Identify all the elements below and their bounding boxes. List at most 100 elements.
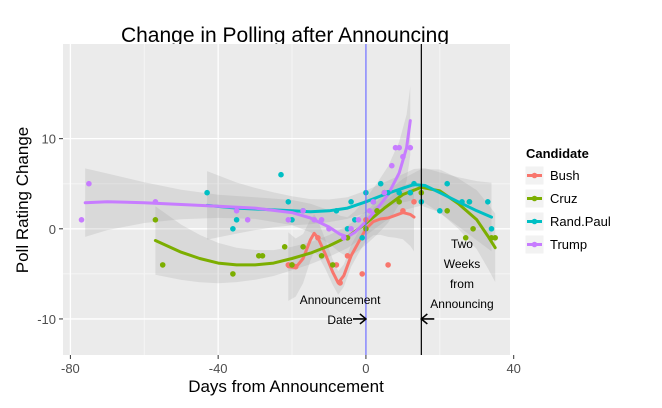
two-weeks-from-announcing-text: Weeks <box>444 257 480 271</box>
point-rand-paul <box>233 217 240 223</box>
smooth-bush <box>286 211 416 285</box>
x-tick-label: -40 <box>209 361 228 376</box>
point-trump <box>348 226 354 232</box>
grid-minor <box>63 44 510 355</box>
point-rand-paul <box>488 226 495 232</box>
point-rand-paul <box>407 189 414 196</box>
point-trump <box>300 208 306 214</box>
point-rand-paul <box>285 199 292 205</box>
legend-key-point <box>531 195 538 202</box>
point-trump <box>396 144 403 151</box>
point-rand-paul <box>485 199 491 205</box>
point-cruz <box>470 226 476 232</box>
point-cruz <box>159 262 166 268</box>
y-axis-ticks: -10 0 10 <box>37 132 63 327</box>
point-bush <box>385 262 391 268</box>
chart-title: Change in Polling after Announcing <box>121 24 449 47</box>
point-cruz <box>152 217 159 223</box>
plot-panel <box>63 44 510 355</box>
point-trump <box>407 144 414 151</box>
x-tick-label: 40 <box>506 361 520 376</box>
two-weeks-from-announcing-arrowhead <box>420 313 428 325</box>
legend-key-point <box>531 241 538 248</box>
band-trump <box>85 86 411 257</box>
point-cruz <box>329 262 336 268</box>
point-rand-paul <box>278 171 284 178</box>
point-trump <box>355 217 362 223</box>
point-cruz <box>259 253 266 259</box>
two-weeks-from-announcing-text: Announcing <box>430 297 493 311</box>
point-trump <box>341 235 347 241</box>
legend: Candidate Bush Cruz Rand.Paul Trump <box>524 146 611 255</box>
point-trump <box>370 199 377 205</box>
point-trump <box>400 153 406 160</box>
point-cruz <box>444 208 451 214</box>
legend-label-bush: Bush <box>550 168 580 183</box>
point-trump <box>326 226 332 232</box>
point-cruz <box>318 253 325 259</box>
point-rand-paul <box>359 235 366 241</box>
point-trump <box>381 189 388 196</box>
band-cruz <box>155 169 496 284</box>
point-bush <box>411 199 417 205</box>
point-rand-paul <box>437 208 443 214</box>
two-weeks-from-announcing-text: Two <box>451 237 473 251</box>
y-axis-title: Poll Rating Change <box>13 127 32 273</box>
point-trump <box>318 217 325 223</box>
point-trump <box>152 199 159 205</box>
point-cruz <box>300 244 306 250</box>
point-rand-paul <box>444 180 451 187</box>
point-cruz <box>374 208 380 214</box>
point-trump <box>86 180 92 187</box>
point-rand-paul <box>333 208 340 214</box>
point-rand-paul <box>377 180 384 187</box>
point-rand-paul <box>396 189 403 196</box>
point-rand-paul <box>459 199 465 205</box>
legend-title: Candidate <box>526 146 589 161</box>
legend-label-rand-paul: Rand.Paul <box>550 214 611 229</box>
x-tick-label: -80 <box>61 361 80 376</box>
data-points <box>78 144 499 286</box>
point-trump <box>78 217 85 223</box>
point-trump <box>366 208 373 214</box>
point-bush <box>359 271 366 277</box>
point-bush <box>337 280 343 286</box>
point-cruz <box>230 271 236 277</box>
point-trump <box>389 162 395 169</box>
point-rand-paul <box>348 199 354 205</box>
point-cruz <box>462 235 469 241</box>
band-bush <box>288 182 414 301</box>
reference-lines <box>365 44 422 355</box>
point-bush <box>315 235 321 241</box>
legend-label-cruz: Cruz <box>550 191 577 206</box>
point-bush <box>344 253 351 259</box>
point-cruz <box>281 244 288 250</box>
announcement-date-text: Announcement <box>300 293 381 307</box>
legend-label-trump: Trump <box>550 237 587 252</box>
y-tick-label: -10 <box>37 312 56 327</box>
point-trump <box>311 217 318 223</box>
announcement-date-text: Date <box>327 313 353 327</box>
x-axis-ticks: -80 -40 0 40 <box>61 355 521 376</box>
point-cruz <box>396 199 403 205</box>
point-cruz <box>289 262 295 268</box>
point-rand-paul <box>204 189 210 196</box>
point-trump <box>233 208 240 214</box>
point-bush <box>400 208 406 214</box>
point-rand-paul <box>466 199 473 205</box>
point-rand-paul <box>230 226 236 232</box>
y-tick-label: 0 <box>49 222 56 237</box>
point-trump <box>244 217 251 223</box>
legend-key-point <box>531 218 538 225</box>
y-tick-label: 10 <box>42 132 56 147</box>
x-tick-label: 0 <box>362 361 369 376</box>
point-cruz <box>492 235 499 241</box>
legend-key-point <box>531 172 538 179</box>
annotations: Announcement Date Two Weeks from Announcing <box>300 237 494 327</box>
x-axis-title: Days from Announcement <box>188 377 384 396</box>
announcement-date-arrowhead <box>359 313 368 325</box>
two-weeks-from-announcing-text: from <box>450 277 474 291</box>
point-rand-paul <box>411 180 417 187</box>
point-trump <box>285 217 292 223</box>
